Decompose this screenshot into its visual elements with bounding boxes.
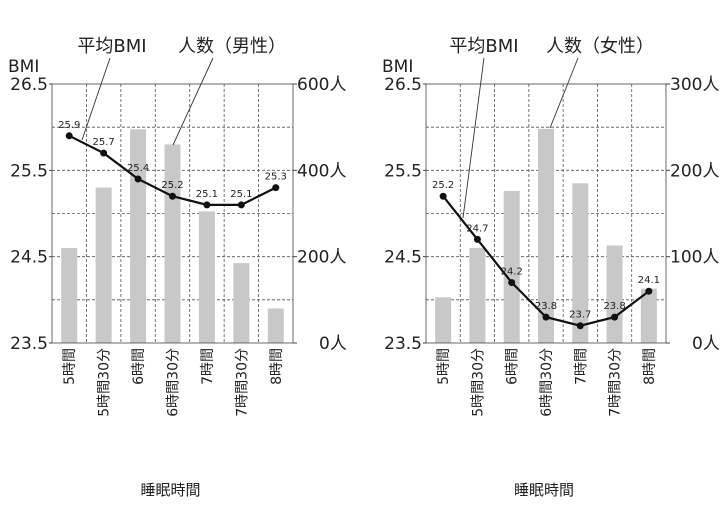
- left-tick-label: 24.5: [10, 248, 48, 268]
- bmi-data-label: 25.3: [265, 172, 287, 183]
- bar-2: [130, 129, 147, 343]
- annotation-leader: [172, 57, 214, 146]
- left-axis-title: BMI: [382, 57, 413, 77]
- x-axis-title: 睡眠時間: [514, 481, 574, 499]
- x-tick-label: 8時間: [269, 348, 285, 385]
- left-tick-label: 26.5: [384, 75, 422, 95]
- right-tick-label: 100人: [670, 248, 719, 268]
- x-tick-label: 7時間30分: [608, 348, 624, 417]
- bmi-point-0: [65, 132, 73, 140]
- bmi-point-6: [645, 287, 653, 295]
- x-tick-label: 5時間: [436, 348, 452, 385]
- right-tick-label: 200人: [297, 248, 346, 268]
- right-tick-label: 400人: [297, 161, 346, 181]
- bmi-data-label: 23.8: [535, 301, 557, 312]
- bmi-data-label: 25.4: [127, 163, 149, 174]
- x-tick-label: 5時間30分: [97, 348, 113, 417]
- bmi-point-1: [100, 149, 108, 157]
- bmi-data-label: 24.1: [638, 275, 660, 286]
- right-tick-label: 0人: [319, 334, 347, 354]
- left-axis-title: BMI: [8, 57, 39, 77]
- bmi-data-label: 23.7: [569, 310, 591, 321]
- bar-0: [435, 297, 452, 343]
- bmi-data-label: 25.1: [196, 189, 218, 200]
- right-tick-label: 600人: [297, 75, 346, 95]
- bar-1: [469, 248, 486, 343]
- x-tick-label: 6時間: [505, 348, 521, 385]
- bmi-data-label: 23.8: [603, 301, 625, 312]
- annotation-leader: [549, 57, 579, 129]
- x-axis-title: 睡眠時間: [140, 481, 200, 499]
- bmi-point-1: [473, 235, 481, 243]
- bmi-point-5: [237, 201, 245, 209]
- x-tick-label: 7時間30分: [234, 348, 250, 417]
- bmi-data-label: 25.9: [58, 120, 80, 131]
- left-tick-label: 25.5: [10, 161, 48, 181]
- annotation-leader: [81, 57, 111, 141]
- bmi-point-4: [203, 201, 211, 209]
- plot-frame: [425, 83, 667, 344]
- x-tick-label: 6時間30分: [166, 348, 182, 417]
- bar-6: [267, 308, 284, 343]
- x-tick-label: 7時間: [200, 348, 216, 385]
- x-tick-label: 6時間30分: [539, 348, 555, 417]
- bar-3: [164, 144, 181, 343]
- bmi-point-0: [439, 192, 447, 200]
- bar-3: [538, 128, 554, 343]
- x-tick-label: 7時間: [573, 348, 589, 385]
- bar-4: [572, 183, 589, 343]
- bmi-point-2: [508, 279, 516, 287]
- bmi-point-5: [611, 313, 619, 321]
- annotation-leader: [462, 57, 485, 219]
- left-tick-label: 23.5: [384, 334, 422, 354]
- x-tick-label: 5時間: [62, 348, 78, 385]
- bmi-data-label: 25.2: [161, 180, 183, 191]
- x-tick-label: 6時間: [131, 348, 147, 385]
- left-tick-label: 23.5: [10, 334, 48, 354]
- count-series-annotation: 人数（女性）: [546, 36, 654, 57]
- bmi-point-6: [272, 184, 280, 192]
- bmi-series-annotation: 平均BMI: [449, 36, 518, 57]
- bar-4: [198, 211, 215, 343]
- right-tick-label: 300人: [670, 75, 719, 95]
- bmi-data-label: 24.2: [501, 267, 523, 278]
- bmi-data-label: 25.7: [93, 137, 115, 148]
- bmi-data-label: 25.2: [432, 180, 454, 191]
- bar-5: [233, 263, 250, 343]
- right-tick-label: 200人: [670, 161, 719, 181]
- left-tick-label: 24.5: [384, 248, 422, 268]
- x-tick-label: 8時間: [642, 348, 658, 385]
- bmi-data-label: 24.7: [466, 223, 488, 234]
- bmi-point-4: [576, 322, 584, 330]
- chart-0: 26.5 600人 25.5 400人 24.5 200人 23.5 0人 BMI 25.9 25.…: [8, 36, 347, 499]
- x-tick-label: 5時間30分: [470, 348, 486, 417]
- left-tick-label: 25.5: [384, 161, 422, 181]
- bar-1: [95, 187, 112, 343]
- bmi-data-label: 25.1: [230, 189, 252, 200]
- count-series-annotation: 人数（男性）: [178, 36, 286, 57]
- bar-6: [640, 288, 657, 343]
- right-tick-label: 0人: [692, 334, 720, 354]
- bmi-point-3: [169, 192, 176, 200]
- bar-2: [503, 191, 520, 343]
- bar-0: [61, 248, 78, 343]
- chart-1: 26.5 300人 25.5 200人 24.5 100人 23.5 0人 BMI 25.2 24.…: [382, 36, 720, 499]
- bmi-point-3: [542, 313, 550, 321]
- bar-5: [606, 245, 623, 343]
- plot-frame: [51, 83, 294, 344]
- left-tick-label: 26.5: [10, 75, 48, 95]
- bmi-point-2: [134, 175, 142, 183]
- bmi-series-annotation: 平均BMI: [77, 36, 146, 57]
